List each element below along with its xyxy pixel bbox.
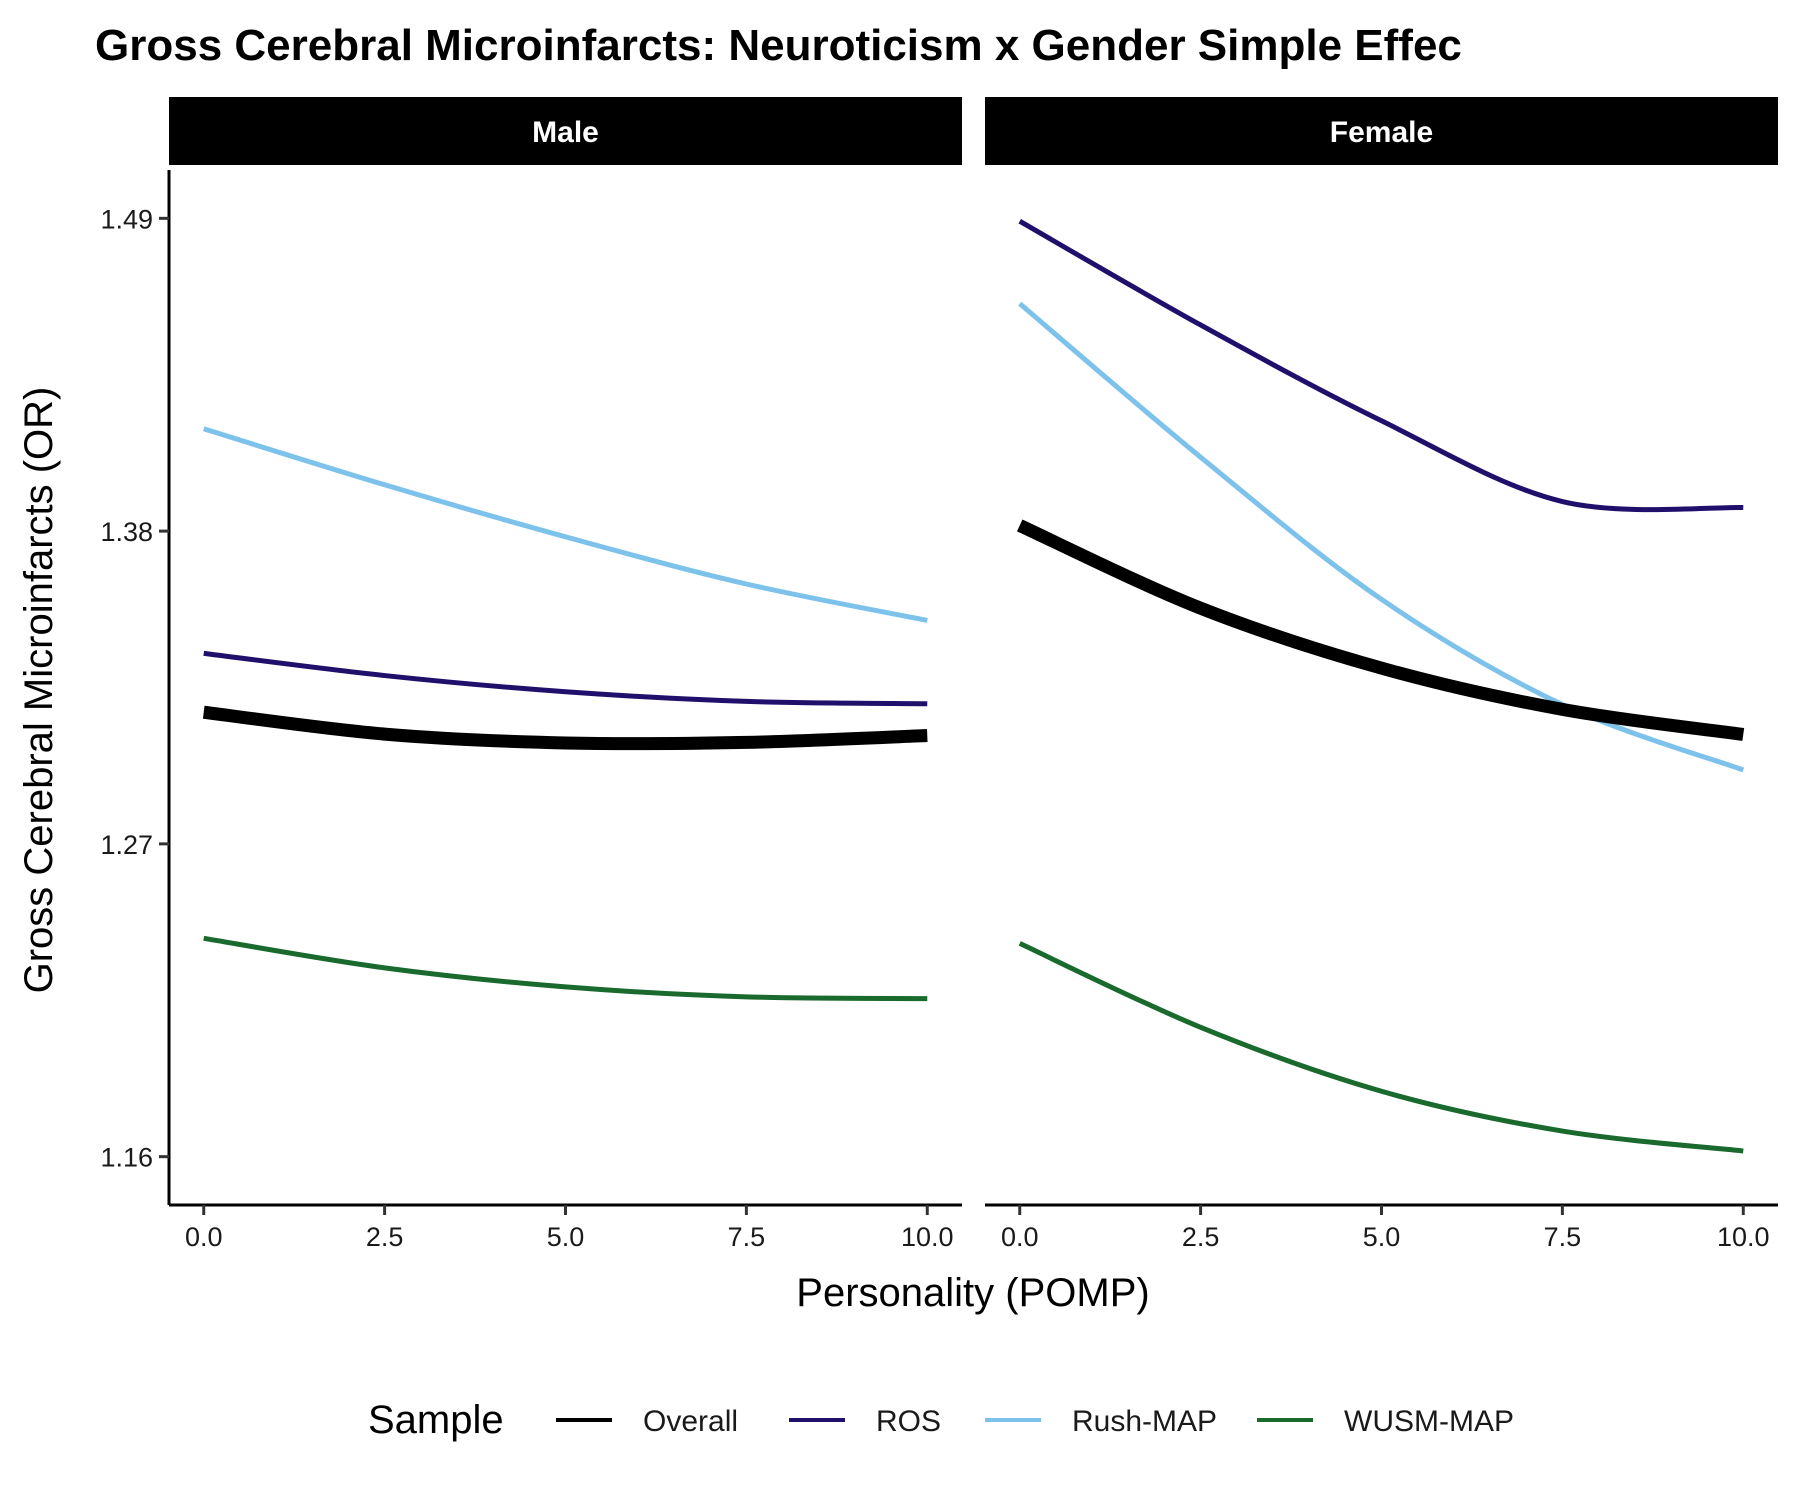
x-tick-label: 0.0 [185, 1222, 223, 1252]
legend-item-rush-map: Rush-MAP [985, 1405, 1217, 1438]
chart-title: Gross Cerebral Microinfarcts: Neuroticis… [95, 21, 1462, 70]
strip-label: Male [532, 116, 599, 149]
x-tick-label: 10.0 [901, 1222, 954, 1252]
x-tick-label: 0.0 [1001, 1222, 1039, 1252]
facet-panel-female: Female 0.0 2.5 5.0 7.5 10.0 [985, 97, 1778, 1252]
legend-item-overall: Overall [556, 1405, 738, 1438]
strip-background [169, 97, 962, 165]
legend-item-ros: ROS [789, 1405, 941, 1438]
series-line-overall [202, 705, 928, 751]
series-line-rush-map [202, 426, 928, 623]
y-tick-label: 1.49 [100, 204, 153, 234]
y-tick-label: 1.38 [100, 517, 153, 547]
legend-item-wusm-map: WUSM-MAP [1257, 1405, 1514, 1438]
y-axis-title: Gross Cerebral Microinfarcts (OR) [17, 387, 61, 994]
series-line-wusm-map [203, 935, 928, 1002]
y-tick-label: 1.27 [100, 830, 153, 860]
facet-panel-male: Male 1.16 1.27 1.38 1.49 0.0 2.5 5.0 7.5 10.0 [100, 97, 962, 1252]
series-line-ros [1018, 219, 1744, 513]
series-line-rush-map [1018, 301, 1745, 773]
x-tick-label: 5.0 [547, 1222, 585, 1252]
legend-label: Rush-MAP [1072, 1405, 1217, 1438]
strip-background [985, 97, 1778, 165]
legend-label: WUSM-MAP [1344, 1405, 1514, 1438]
series-line-wusm-map [1018, 941, 1744, 1154]
x-tick-label: 10.0 [1717, 1222, 1770, 1252]
x-axis-title: Personality (POMP) [796, 1271, 1149, 1315]
legend-label: Overall [643, 1405, 738, 1438]
series-line-overall [1017, 519, 1745, 741]
series-line-ros [203, 650, 928, 707]
x-tick-label: 2.5 [1182, 1222, 1220, 1252]
x-tick-label: 5.0 [1363, 1222, 1401, 1252]
strip-label: Female [1330, 116, 1433, 149]
legend-title: Sample [368, 1398, 504, 1442]
x-tick-label: 7.5 [1544, 1222, 1582, 1252]
x-tick-label: 7.5 [728, 1222, 766, 1252]
legend: Sample Overall ROS Rush-MAP WUSM-MAP [368, 1398, 1514, 1442]
legend-label: ROS [876, 1405, 941, 1438]
y-tick-label: 1.16 [100, 1143, 153, 1173]
x-tick-label: 2.5 [366, 1222, 404, 1252]
